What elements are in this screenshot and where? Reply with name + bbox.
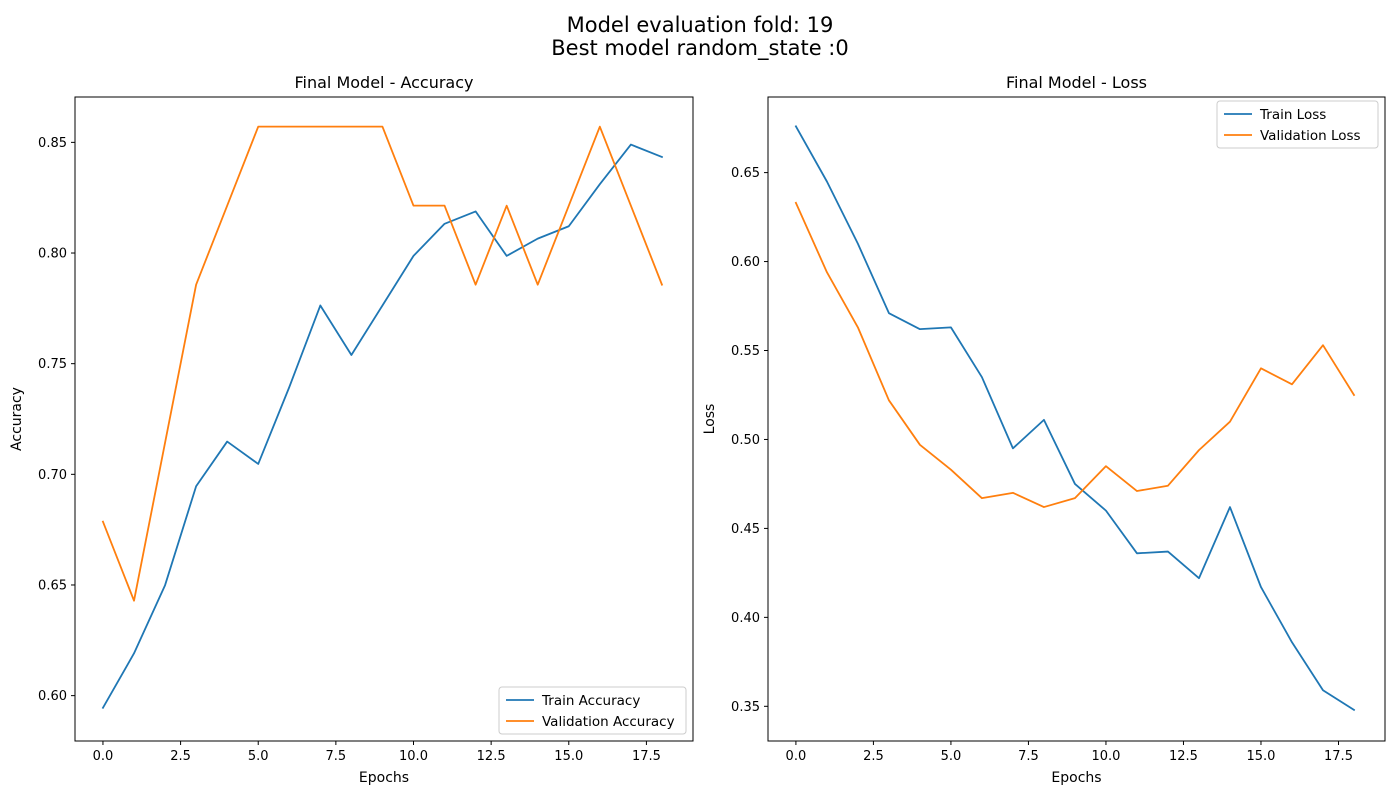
accuracy-y-axis-label: Accuracy bbox=[9, 387, 25, 451]
loss-x-tick-label: 2.5 bbox=[863, 749, 884, 764]
accuracy-x-tick-label: 0.0 bbox=[93, 749, 114, 764]
loss-chart-title: Final Model - Loss bbox=[1006, 73, 1147, 92]
accuracy-x-tick-label: 17.5 bbox=[632, 749, 661, 764]
figure-title-line2: Best model random_state :0 bbox=[551, 36, 849, 61]
accuracy-chart-title: Final Model - Accuracy bbox=[295, 73, 474, 92]
loss-plot-frame bbox=[767, 96, 1386, 742]
accuracy-plot-frame bbox=[74, 96, 694, 742]
accuracy-x-tick-label: 5.0 bbox=[248, 749, 269, 764]
loss-legend-label: Train Loss bbox=[1259, 107, 1326, 123]
accuracy-x-axis-label: Epochs bbox=[359, 770, 409, 786]
loss-x-tick-label: 10.0 bbox=[1091, 749, 1120, 764]
accuracy-y-tick-label: 0.65 bbox=[38, 578, 67, 593]
loss-x-tick-label: 5.0 bbox=[941, 749, 962, 764]
loss-x-tick-label: 12.5 bbox=[1169, 749, 1198, 764]
loss-y-tick-label: 0.40 bbox=[731, 611, 760, 626]
accuracy-y-tick-label: 0.70 bbox=[38, 468, 67, 483]
accuracy-y-tick-label: 0.80 bbox=[38, 247, 67, 262]
accuracy-y-tick-label: 0.85 bbox=[38, 136, 67, 151]
accuracy-x-tick-label: 2.5 bbox=[170, 749, 191, 764]
figure-title-line1: Model evaluation fold: 19 bbox=[567, 13, 834, 37]
accuracy-legend-label: Train Accuracy bbox=[541, 693, 640, 709]
loss-x-tick-label: 0.0 bbox=[786, 749, 807, 764]
accuracy-legend-box bbox=[498, 686, 687, 735]
accuracy-x-tick-label: 7.5 bbox=[326, 749, 347, 764]
loss-y-tick-label: 0.55 bbox=[731, 344, 760, 359]
loss-chart: Final Model - Loss 0.0 2.5 5.0 7.5 10.0 12.5 15… bbox=[702, 73, 1386, 786]
accuracy-x-tick-label: 12.5 bbox=[477, 749, 506, 764]
accuracy-chart: Final Model - Accuracy 0.0 2.5 5.0 7.5 10.0 12… bbox=[9, 73, 694, 786]
loss-x-axis-label: Epochs bbox=[1051, 770, 1101, 786]
loss-y-tick-label: 0.60 bbox=[731, 255, 760, 270]
loss-y-tick-label: 0.65 bbox=[731, 166, 760, 181]
loss-legend-box bbox=[1216, 100, 1379, 149]
loss-y-tick-label: 0.35 bbox=[731, 700, 760, 715]
loss-y-tick-label: 0.45 bbox=[731, 522, 760, 537]
loss-x-tick-label: 7.5 bbox=[1018, 749, 1039, 764]
accuracy-y-tick-label: 0.75 bbox=[38, 357, 67, 372]
accuracy-x-tick-label: 10.0 bbox=[399, 749, 428, 764]
accuracy-series-line-validation bbox=[101, 125, 664, 602]
loss-series-line-train bbox=[794, 125, 1356, 712]
accuracy-x-tick-label: 15.0 bbox=[554, 749, 583, 764]
loss-y-tick-label: 0.50 bbox=[731, 433, 760, 448]
loss-legend: Train Loss Validation Loss bbox=[1216, 100, 1379, 149]
accuracy-legend: Train Accuracy Validation Accuracy bbox=[498, 686, 687, 735]
accuracy-y-tick-label: 0.60 bbox=[38, 689, 67, 704]
loss-y-axis-label: Loss bbox=[702, 404, 718, 435]
accuracy-legend-label: Validation Accuracy bbox=[542, 714, 675, 730]
loss-x-tick-label: 15.0 bbox=[1247, 749, 1276, 764]
loss-series-line-validation bbox=[794, 201, 1356, 508]
loss-x-tick-label: 17.5 bbox=[1324, 749, 1353, 764]
accuracy-series-line-train bbox=[101, 143, 664, 710]
loss-legend-label: Validation Loss bbox=[1260, 128, 1361, 144]
